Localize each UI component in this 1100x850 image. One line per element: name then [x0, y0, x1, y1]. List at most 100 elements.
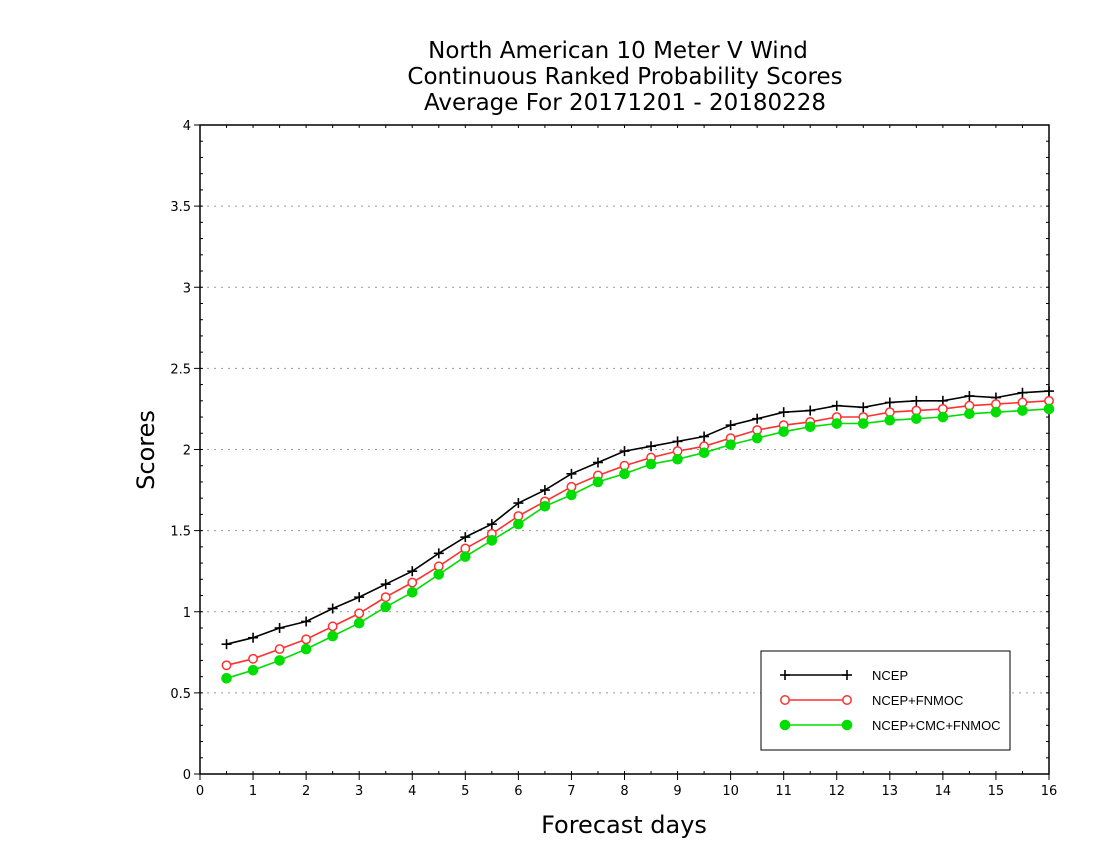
y-tick-label: 2 — [183, 444, 191, 459]
x-tick-label: 10 — [722, 784, 739, 799]
data-point-plus — [911, 395, 922, 406]
data-point-filled-circle — [247, 664, 259, 676]
legend-label: NCEP+CMC+FNMOC — [872, 718, 1001, 733]
data-point-plus — [778, 407, 789, 418]
x-tick-label: 16 — [1041, 784, 1058, 799]
data-point-open-circle — [327, 621, 338, 632]
data-point-plus — [433, 548, 444, 559]
legend-item: NCEP — [780, 668, 908, 683]
x-tick-label: 0 — [196, 784, 204, 799]
data-point-filled-circle — [592, 476, 604, 488]
x-tick-label: 9 — [673, 784, 681, 799]
data-point-open-circle — [354, 608, 365, 619]
data-point-plus — [646, 441, 657, 452]
x-tick-label: 3 — [355, 784, 363, 799]
x-tick-label: 2 — [302, 784, 310, 799]
data-point-open-circle — [248, 653, 259, 664]
data-point-plus — [780, 670, 790, 680]
data-point-plus — [407, 566, 418, 577]
x-tick-label: 7 — [567, 784, 575, 799]
data-point-open-circle — [780, 695, 790, 705]
data-point-plus — [274, 622, 285, 633]
y-tick-label: 4 — [183, 119, 191, 134]
x-tick-label: 6 — [514, 784, 522, 799]
data-point-plus — [831, 400, 842, 411]
data-point-plus — [327, 603, 338, 614]
series-line — [226, 390, 1050, 645]
data-point-open-circle — [842, 695, 852, 705]
data-point-filled-circle — [1043, 403, 1055, 415]
series-lines — [221, 386, 1055, 684]
data-point-filled-circle — [672, 453, 683, 465]
data-point-filled-circle — [406, 586, 418, 598]
data-point-filled-circle — [460, 551, 471, 562]
data-point-filled-circle — [380, 601, 392, 613]
data-point-plus — [248, 632, 259, 643]
data-point-filled-circle — [353, 617, 365, 629]
x-axis-title: Forecast days — [541, 811, 707, 839]
x-tick-label: 11 — [775, 784, 792, 799]
x-tick-label: 14 — [935, 784, 952, 799]
data-point-filled-circle — [221, 672, 232, 684]
data-point-plus — [805, 405, 816, 416]
data-point-plus — [752, 413, 763, 424]
data-point-filled-circle — [857, 418, 869, 429]
legend-label: NCEP+FNMOC — [872, 693, 963, 708]
data-point-plus — [842, 670, 852, 680]
data-point-filled-circle — [990, 406, 1002, 418]
x-tick-label: 12 — [828, 784, 845, 799]
x-tick-label: 15 — [988, 784, 1005, 799]
series-2 — [221, 403, 1055, 684]
x-axis: 0 1 2 3 4 5 6 7 8 9 10 11 12 13 14 15 16 — [196, 125, 1057, 799]
data-point-filled-circle — [964, 408, 975, 420]
title-line-1: North American 10 Meter V Wind — [428, 38, 808, 64]
data-point-plus — [460, 532, 471, 543]
y-axis: 0 0.5 1 1.5 2 2.5 3 3.5 4 — [170, 119, 1049, 783]
data-point-filled-circle — [433, 569, 445, 580]
data-point-plus — [592, 457, 603, 468]
data-point-filled-circle — [274, 655, 285, 666]
x-tick-label: 5 — [461, 784, 469, 799]
data-point-filled-circle — [831, 418, 843, 429]
data-point-filled-circle — [539, 500, 551, 512]
data-point-filled-circle — [619, 468, 630, 480]
data-point-filled-circle — [698, 447, 710, 459]
data-point-filled-circle — [911, 413, 922, 424]
data-point-plus — [354, 592, 365, 603]
data-point-filled-circle — [884, 414, 896, 426]
data-point-filled-circle — [1017, 405, 1028, 416]
title-line-2: Continuous Ranked Probability Scores — [407, 64, 842, 90]
y-axis-title: Scores — [132, 410, 160, 490]
data-point-plus — [672, 436, 683, 447]
y-tick-label: 3 — [183, 281, 191, 296]
data-point-plus — [380, 579, 391, 590]
data-point-filled-circle — [513, 518, 524, 530]
data-point-plus — [725, 420, 736, 431]
data-point-filled-circle — [778, 426, 789, 437]
data-point-filled-circle — [327, 630, 338, 642]
data-point-open-circle — [380, 592, 391, 603]
data-point-plus — [566, 468, 577, 479]
data-point-plus — [301, 616, 312, 627]
x-tick-label: 1 — [249, 784, 257, 799]
data-point-plus — [486, 519, 497, 530]
legend-item: NCEP+CMC+FNMOC — [779, 718, 1001, 733]
data-point-plus — [964, 390, 975, 401]
legend-item: NCEP+FNMOC — [780, 693, 963, 708]
x-tick-label: 8 — [620, 784, 628, 799]
data-point-plus — [539, 485, 550, 496]
data-point-filled-circle — [937, 411, 949, 423]
y-tick-label: 1 — [183, 606, 191, 621]
data-point-plus — [513, 498, 524, 509]
data-point-filled-circle — [751, 432, 763, 444]
title-line-3: Average For 20171201 - 20180228 — [424, 90, 826, 116]
data-point-filled-circle — [300, 643, 312, 655]
y-tick-label: 0.5 — [170, 687, 191, 702]
legend-label: NCEP — [872, 668, 908, 683]
data-point-open-circle — [274, 644, 285, 655]
data-point-filled-circle — [486, 535, 498, 546]
data-point-filled-circle — [779, 719, 791, 731]
y-tick-label: 1.5 — [170, 525, 191, 540]
data-point-plus — [699, 431, 710, 442]
data-point-filled-circle — [804, 421, 816, 433]
